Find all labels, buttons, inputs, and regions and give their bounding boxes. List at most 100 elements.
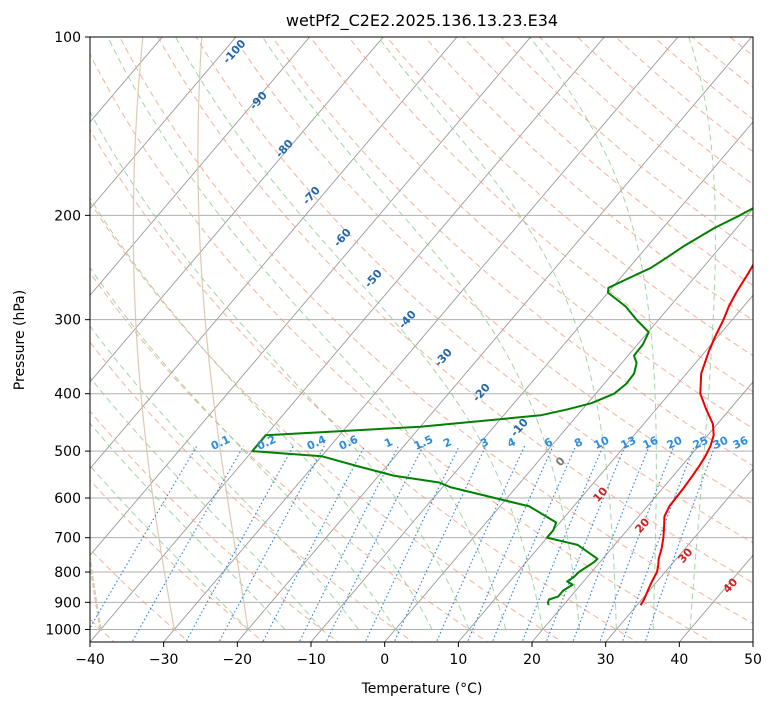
mixing-ratio-label: 1.5 — [412, 433, 435, 453]
temperature-profile-line — [639, 263, 753, 606]
moist-adiabat-line — [90, 422, 286, 630]
dry-adiabat-line — [90, 201, 564, 642]
mixing-ratio-line — [521, 445, 604, 642]
dry-adiabat-label: 30 — [675, 545, 695, 565]
x-tick-label: 50 — [744, 652, 762, 668]
x-tick-label: 0 — [380, 652, 389, 668]
y-axis-label: Pressure (hPa) — [12, 290, 28, 390]
isotherm-line — [384, 207, 753, 642]
moist-adiabat-line — [90, 197, 433, 630]
dry-adiabat-label: -50 — [362, 267, 385, 291]
mixing-ratio-label: 25 — [691, 434, 710, 452]
dry-adiabat-label: -20 — [470, 381, 493, 405]
mixing-ratio-label: 0.1 — [209, 433, 232, 453]
y-tick-label: 700 — [54, 531, 81, 547]
isotherm-line — [605, 467, 753, 642]
x-tick-label: −30 — [149, 652, 179, 668]
chart-title: wetPf2_C2E2.2025.136.13.23.E34 — [286, 11, 558, 31]
dry-adiabat-line — [752, 24, 775, 645]
dry-adiabat-label: -100 — [220, 37, 248, 66]
dry-adiabat-label: -90 — [247, 89, 270, 113]
mixing-ratio-line — [262, 445, 366, 642]
dry-adiabat-line — [729, 37, 753, 57]
dry-adiabat-line — [90, 479, 265, 642]
moist-adiabat-line — [175, 37, 544, 630]
mixing-ratio-line — [545, 445, 626, 642]
dry-adiabat-line — [271, 37, 753, 467]
y-tick-label: 400 — [54, 387, 81, 403]
dry-adiabat-label: -40 — [396, 308, 419, 332]
isotherm-line — [90, 37, 311, 297]
mixing-ratio-label: 6 — [542, 435, 555, 450]
mixing-ratio-line — [491, 445, 577, 642]
x-tick-label: 10 — [449, 652, 467, 668]
dry-adiabat-label: 40 — [720, 575, 740, 595]
isotherm-line — [752, 641, 753, 642]
mixing-ratio-label: 0.4 — [305, 433, 328, 453]
y-tick-label: 500 — [54, 444, 81, 460]
y-tick-label: 1000 — [45, 622, 81, 638]
dry-adiabat-line — [90, 548, 190, 642]
dry-adiabat-line — [348, 37, 753, 393]
dry-adiabat-line — [90, 128, 639, 642]
mixing-ratio-label: 13 — [619, 434, 638, 452]
x-tick-label: −40 — [75, 652, 105, 668]
moist-adiabat-line — [377, 37, 617, 630]
mixing-ratio-line — [185, 445, 294, 642]
mixing-ratio-label: 1 — [382, 435, 394, 450]
mixing-ratio-line — [131, 445, 245, 642]
dry-adiabat-label: -70 — [300, 184, 323, 208]
y-tick-label: 800 — [54, 565, 81, 581]
dry-adiabat-label: 20 — [632, 515, 652, 535]
isotherm-line — [163, 37, 679, 642]
y-tick-label: 600 — [54, 491, 81, 507]
dry-adiabat-line — [90, 271, 489, 642]
isotherm-line — [90, 37, 532, 557]
moist-adiabat-line — [90, 266, 396, 630]
isotherm-line — [90, 37, 384, 383]
dry-adiabat-line — [386, 37, 753, 357]
mixing-ratio-line — [621, 445, 695, 642]
dry-adiabat-line — [90, 53, 713, 642]
moist-adiabat-line — [90, 325, 359, 630]
isotherm-line — [457, 294, 753, 642]
isotherm-line — [310, 121, 753, 642]
mixing-ratio-label: 10 — [592, 434, 612, 452]
mixing-ratio-line — [572, 445, 650, 642]
dry-adiabat-line — [90, 341, 414, 642]
envelope-line — [197, 37, 249, 630]
mixing-ratio-line — [325, 445, 424, 642]
isotherm-line — [531, 381, 753, 642]
x-tick-label: −20 — [223, 652, 253, 668]
x-tick-label: 40 — [670, 652, 688, 668]
mixing-ratio-line — [644, 445, 716, 642]
mixing-ratio-label: 8 — [572, 435, 584, 450]
dry-adiabat-line — [576, 37, 753, 185]
isotherm-line — [236, 37, 753, 642]
dewpoint-profile-line — [251, 207, 753, 606]
ticks-layer: −40 −30 −20 −10 0 10 20 30 40 5010020030040050060… — [45, 30, 762, 668]
dry-adiabat-line — [233, 37, 753, 505]
x-tick-label: 20 — [523, 652, 541, 668]
plot-frame — [89, 36, 754, 643]
series-layer — [251, 207, 753, 606]
dry-adiabat-line — [309, 37, 753, 430]
dry-adiabat-line — [462, 37, 753, 287]
mixing-ratio-label: 16 — [641, 434, 661, 452]
y-tick-label: 900 — [54, 595, 81, 611]
moist-adiabat-line — [90, 376, 323, 630]
moist-adiabat-line — [107, 37, 507, 630]
y-tick-label: 300 — [54, 313, 81, 329]
dry-adiabat-label: 0 — [553, 454, 568, 469]
dry-adiabat-line — [90, 410, 340, 642]
background-lines — [90, 24, 775, 645]
isotherm-line — [90, 37, 605, 642]
isotherm-line — [90, 37, 237, 210]
mixing-ratio-label: 20 — [665, 434, 685, 452]
mixing-ratio-line — [393, 445, 487, 642]
envelope-line — [90, 552, 102, 630]
mixing-ratio-line — [298, 445, 399, 642]
envelope-line — [132, 37, 175, 630]
dry-adiabat-label: -60 — [331, 226, 354, 250]
